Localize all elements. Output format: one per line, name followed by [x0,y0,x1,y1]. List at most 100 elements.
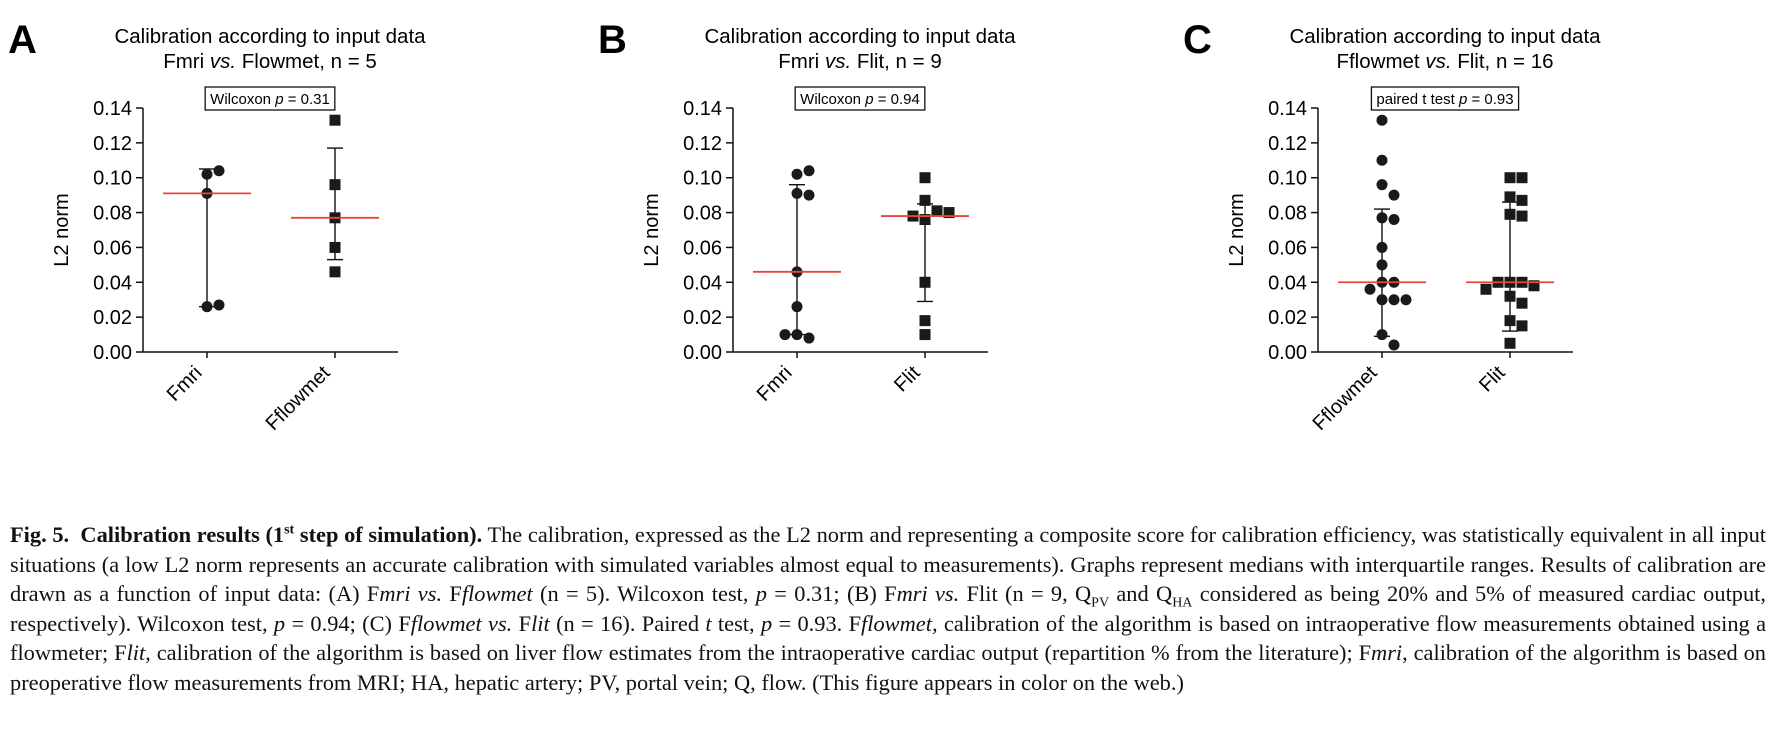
data-point [213,299,225,311]
y-tick-label: 0.10 [683,168,722,190]
data-point [1504,191,1516,203]
data-point [329,179,341,191]
data-point [201,168,213,180]
data-point [1388,214,1400,226]
data-point [931,205,943,217]
data-point [1388,294,1400,306]
y-tick-label: 0.12 [93,133,132,155]
data-point [213,165,225,177]
chart-title-line-1: Calibration according to input data [114,25,426,48]
y-tick-label: 0.04 [93,272,132,294]
chart-panel-c: C Calibration according to input dataFflo… [1183,18,1601,435]
y-tick-label: 0.02 [683,307,722,329]
data-point [919,315,931,327]
y-tick-label: 0.06 [1268,237,1307,259]
data-point [919,194,931,206]
stat-test-box [794,86,926,111]
y-tick-label: 0.12 [1268,133,1307,155]
data-point [1504,208,1516,220]
y-tick-label: 0.14 [1268,98,1307,120]
data-point [791,187,803,199]
stat-test-label: Wilcoxon p = 0.94 [800,91,920,108]
x-tick-label: Flit [1475,362,1510,397]
data-point [1388,339,1400,351]
y-tick-label: 0.12 [683,133,722,155]
chart-panel-b: B Calibration according to input dataFmri… [598,18,1016,406]
y-tick-label: 0.08 [93,203,132,225]
x-tick-label: Fmri [163,362,207,406]
data-point [919,214,931,226]
data-point [1528,280,1540,292]
panel-letter: B [598,18,627,62]
panel-a: A Calibration according to input data Fmri… [0,0,600,500]
data-point [1376,179,1388,191]
data-point [1376,241,1388,253]
data-point [1516,194,1528,206]
y-tick-label: 0.10 [93,168,132,190]
y-tick-label: 0.00 [93,342,132,364]
y-tick-label: 0.06 [93,237,132,259]
y-tick-label: 0.04 [1268,272,1307,294]
y-tick-label: 0.02 [93,307,132,329]
y-axis-label: L2 norm [641,193,663,266]
y-tick-label: 0.08 [683,203,722,225]
caption-heading: Calibration results (1st step of simulat… [80,522,483,547]
y-tick-label: 0.04 [683,272,722,294]
data-point [803,332,815,344]
stat-test-label: Wilcoxon p = 0.31 [210,91,330,108]
figure-caption: Fig. 5. Calibration results (1st step of… [10,522,1767,695]
stat-test-box [1370,86,1520,111]
data-point [1376,114,1388,126]
panel-letter: A [8,18,37,62]
chart-title-line-1: Calibration according to input data [1289,25,1601,48]
x-tick-label: Fflowmet [1309,362,1382,435]
data-point [943,207,955,219]
data-point [329,241,341,253]
data-point [1376,212,1388,224]
chart-title-line-1: Calibration according to input data [704,25,1016,48]
data-point [779,329,791,341]
y-tick-label: 0.02 [1268,307,1307,329]
data-point [1364,283,1376,295]
data-point [1480,283,1492,295]
panel-letter: C [1183,18,1212,62]
data-point [791,301,803,313]
y-tick-label: 0.06 [683,237,722,259]
chart-title-line-2: Fmri vs. Flowmet, n = 5 [163,50,377,73]
panel-b: B Calibration according to input data Fmri… [590,0,1190,500]
data-point [919,329,931,341]
x-tick-label: Fmri [753,362,797,406]
data-point [1516,320,1528,332]
data-point [803,165,815,177]
y-tick-label: 0.14 [683,98,722,120]
data-point [1376,294,1388,306]
data-point [1504,315,1516,327]
y-tick-label: 0.00 [1268,342,1307,364]
data-point [1376,329,1388,341]
y-tick-label: 0.14 [93,98,132,120]
data-point [1388,189,1400,201]
data-point [1376,154,1388,166]
x-tick-label: Fflowmet [262,362,335,435]
data-point [1516,297,1528,309]
data-point [1504,290,1516,302]
data-point [1376,259,1388,271]
data-point [1400,294,1412,306]
caption-fig-label: Fig. 5. [10,522,70,547]
data-point [1516,172,1528,184]
data-point [1504,172,1516,184]
x-tick-label: Flit [890,362,925,397]
stat-test-box [204,86,336,111]
chart-title-line-2: Fflowmet vs. Flit, n = 16 [1336,50,1553,73]
y-tick-label: 0.00 [683,342,722,364]
data-point [791,168,803,180]
chart-title-line-2: Fmri vs. Flit, n = 9 [778,50,941,73]
data-point [919,172,931,184]
y-axis-label: L2 norm [1226,193,1248,266]
data-point [1516,210,1528,222]
y-axis-label: L2 norm [51,193,73,266]
panel-c: C Calibration according to input data Fflo… [1175,0,1774,500]
data-point [919,276,931,288]
y-tick-label: 0.10 [1268,168,1307,190]
y-tick-label: 0.08 [1268,203,1307,225]
